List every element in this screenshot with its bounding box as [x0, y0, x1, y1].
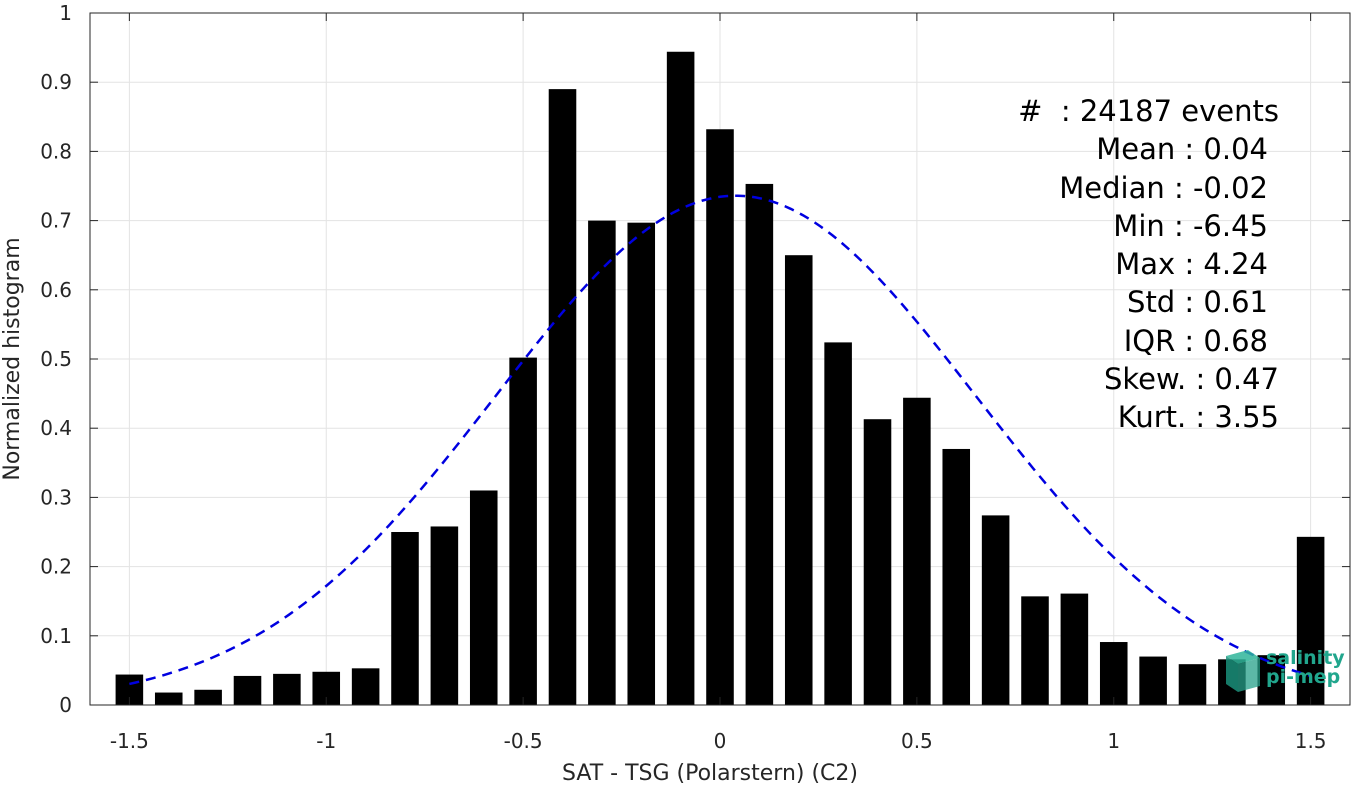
- histogram-bar: [1178, 664, 1207, 705]
- histogram-bar: [154, 692, 183, 705]
- histogram-bar: [194, 689, 222, 705]
- y-tick-label: 1: [59, 1, 72, 25]
- histogram-bar: [745, 183, 774, 705]
- y-tick-label: 0.2: [40, 555, 72, 579]
- y-tick-label: 0.8: [40, 139, 72, 163]
- histogram-bars: [115, 51, 1325, 706]
- axis-ticks: -1.5 -1 -0.5 0 0.5 1 1.5 0 0.1 0.2 0.3 0.4 0.5 0.6 0.7…: [40, 1, 1350, 753]
- statistics-annotation: # : 24187 events Mean : 0.04 Median : -0…: [1018, 92, 1279, 437]
- x-tick-label: 1.5: [1295, 729, 1327, 753]
- histogram-bar: [981, 515, 1010, 705]
- x-tick-label: -0.5: [504, 729, 543, 753]
- histogram-bar: [273, 673, 301, 705]
- histogram-bar: [1021, 596, 1049, 705]
- histogram-bar: [588, 220, 616, 705]
- y-tick-label: 0.7: [40, 209, 72, 233]
- logo-line-1: salinity: [1266, 647, 1345, 669]
- normal-fit-curve: [129, 194, 1311, 686]
- histogram-bar: [627, 222, 656, 705]
- histogram-bar: [863, 419, 892, 705]
- logo-line-2: pi-mep: [1266, 666, 1341, 688]
- histogram-bar: [824, 342, 852, 705]
- stat-kurt: Kurt. : 3.55: [1117, 400, 1279, 435]
- x-axis-label: SAT - TSG (Polarstern) (C2): [562, 761, 858, 785]
- stat-iqr: IQR : 0.68: [1123, 323, 1268, 358]
- histogram-bar: [666, 51, 695, 705]
- x-tick-label: -1.5: [110, 729, 149, 753]
- logo-text: salinity pi-mep: [1266, 649, 1345, 687]
- histogram-bar: [509, 357, 537, 705]
- stat-median: Median : -0.02: [1059, 170, 1268, 205]
- histogram-bar: [1296, 536, 1325, 705]
- y-axis-label: Normalized histogram: [0, 237, 25, 480]
- y-tick-label: 0.1: [40, 624, 72, 648]
- histogram-bar: [784, 255, 813, 705]
- y-tick-label: 0: [59, 693, 72, 717]
- salinity-pimep-logo: salinity pi-mep: [1218, 646, 1348, 696]
- x-tick-label: 0: [714, 729, 727, 753]
- histogram-bar: [351, 668, 380, 705]
- y-tick-label: 0.3: [40, 485, 72, 509]
- histogram-bar: [1139, 656, 1167, 705]
- histogram-bar: [942, 448, 971, 705]
- histogram-bar: [233, 675, 262, 705]
- stat-skew: Skew. : 0.47: [1103, 362, 1279, 397]
- x-tick-label: 1: [1107, 729, 1120, 753]
- stat-max: Max : 4.24: [1115, 247, 1268, 282]
- y-tick-label: 0.5: [40, 347, 72, 371]
- histogram-bar: [1060, 593, 1089, 705]
- histogram-bar: [706, 129, 734, 706]
- histogram-bar: [430, 526, 459, 705]
- y-tick-label: 0.6: [40, 278, 72, 302]
- histogram-bar: [1099, 642, 1128, 705]
- histogram-bar: [469, 490, 498, 705]
- histogram-bar: [548, 89, 577, 706]
- stat-events: # : 24187 events: [1018, 94, 1279, 128]
- x-tick-label: -1: [316, 729, 336, 753]
- histogram-bar: [903, 397, 931, 705]
- stat-mean: Mean : 0.04: [1096, 132, 1268, 167]
- y-tick-label: 0.9: [40, 70, 72, 94]
- stat-std: Std : 0.61: [1127, 285, 1268, 320]
- x-tick-label: 0.5: [901, 729, 933, 753]
- histogram-bar: [1257, 655, 1286, 705]
- cube-icon: [1226, 650, 1260, 692]
- histogram-bar: [391, 532, 419, 705]
- y-tick-label: 0.4: [40, 416, 72, 440]
- stat-min: Min : -6.45: [1113, 208, 1268, 243]
